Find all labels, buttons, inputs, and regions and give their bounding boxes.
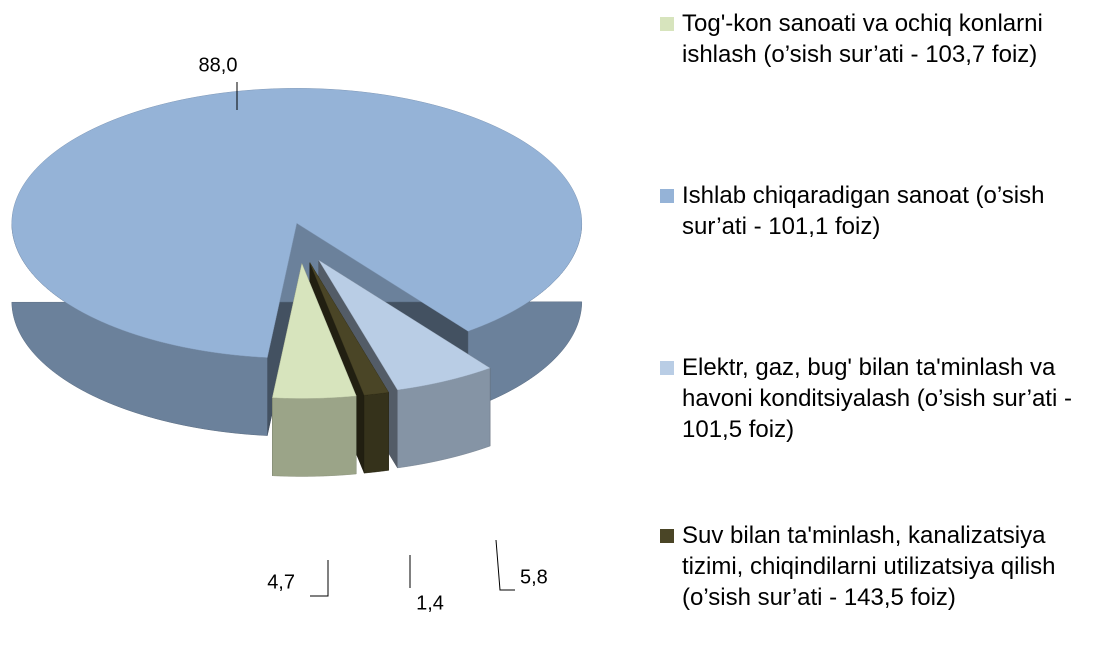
data-label: 88,0 — [199, 54, 238, 76]
legend-label: Elektr, gaz, bug' bilan ta'minlash va ha… — [682, 354, 1072, 443]
legend-swatch — [660, 361, 674, 375]
legend-item: Tog'-kon sanoati va ochiq konlarni ishla… — [660, 8, 1100, 70]
slice-wall — [363, 392, 389, 474]
legend-item: Elektr, gaz, bug' bilan ta'minlash va ha… — [660, 352, 1100, 445]
legend-item: Suv bilan ta'minlash, kanalizatsiya tizi… — [660, 520, 1100, 613]
legend-item: Ishlab chiqaradigan sanoat (o’sish sur’a… — [660, 180, 1100, 242]
legend-label: Tog'-kon sanoati va ochiq konlarni ishla… — [682, 10, 1043, 68]
slice-wall — [272, 395, 357, 477]
chart: 4,7 88,0 5,8 1,4 — [11, 54, 583, 614]
data-label: 5,8 — [520, 566, 548, 588]
legend-label: Ishlab chiqaradigan sanoat (o’sish sur’a… — [682, 182, 1045, 240]
slice — [11, 88, 583, 358]
data-label: 4,7 — [267, 571, 295, 593]
leader-line — [310, 560, 329, 597]
legend-swatch — [660, 17, 674, 31]
legend-swatch — [660, 529, 674, 543]
slice — [318, 259, 491, 391]
slice — [309, 262, 390, 396]
leader-line — [495, 539, 515, 591]
legend-swatch — [660, 189, 674, 203]
legend-label: Suv bilan ta'minlash, kanalizatsiya tizi… — [682, 522, 1056, 611]
slice — [272, 262, 357, 399]
data-label: 1,4 — [416, 592, 444, 614]
